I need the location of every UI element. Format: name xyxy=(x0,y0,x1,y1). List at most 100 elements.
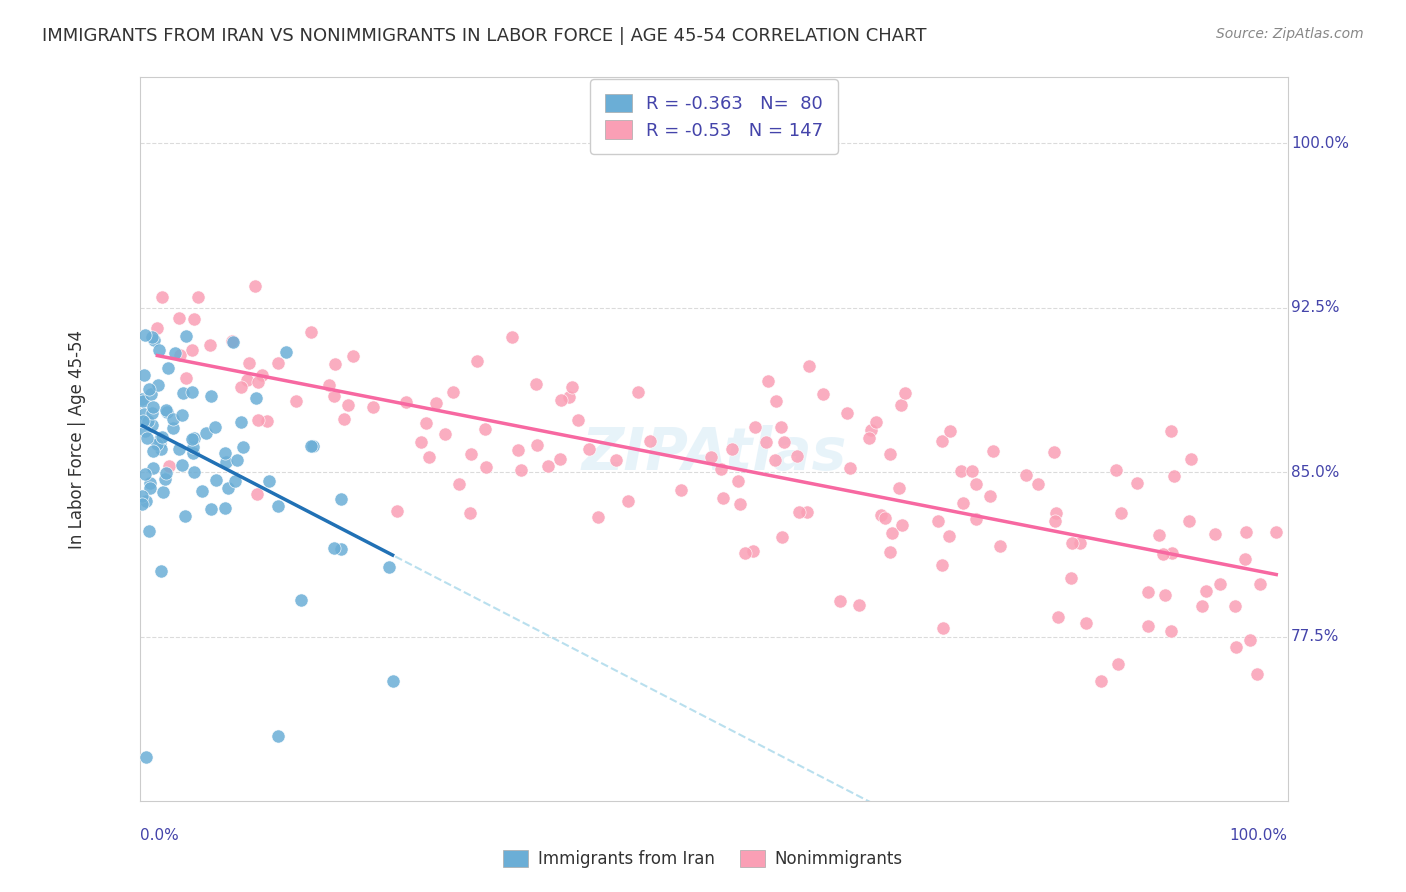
Point xyxy=(148,343,170,357)
Point xyxy=(256,414,278,428)
Point xyxy=(155,403,177,417)
Text: In Labor Force | Age 45-54: In Labor Force | Age 45-54 xyxy=(67,330,86,549)
Point xyxy=(183,431,205,445)
Point xyxy=(848,598,870,612)
Point xyxy=(796,506,818,520)
Point xyxy=(508,443,530,458)
Point xyxy=(501,329,523,343)
Point xyxy=(425,395,447,409)
Point xyxy=(148,378,170,392)
Point xyxy=(811,386,834,401)
Point xyxy=(931,558,953,573)
Point xyxy=(870,508,893,523)
Point xyxy=(882,526,904,541)
Point xyxy=(1069,536,1091,550)
Point xyxy=(169,311,191,326)
Point xyxy=(1074,616,1097,631)
Point xyxy=(132,393,155,408)
Point xyxy=(458,506,481,520)
Point xyxy=(839,460,862,475)
Point xyxy=(337,399,360,413)
Point xyxy=(879,545,901,559)
Point xyxy=(172,385,194,400)
Point xyxy=(1160,624,1182,638)
Point xyxy=(200,502,222,516)
Point xyxy=(1265,524,1288,539)
Point xyxy=(333,411,356,425)
Point xyxy=(139,475,162,490)
Text: Source: ZipAtlas.com: Source: ZipAtlas.com xyxy=(1216,27,1364,41)
Point xyxy=(879,447,901,461)
Point xyxy=(965,477,987,491)
Point xyxy=(640,434,662,449)
Point xyxy=(214,501,236,516)
Point xyxy=(927,514,949,528)
Point xyxy=(150,429,173,443)
Point xyxy=(299,439,322,453)
Point xyxy=(238,356,260,370)
Point xyxy=(131,392,153,406)
Point xyxy=(181,432,204,446)
Point xyxy=(586,510,609,524)
Point xyxy=(134,327,156,342)
Point xyxy=(1160,424,1182,438)
Point xyxy=(200,337,222,351)
Point xyxy=(229,379,252,393)
Point xyxy=(183,465,205,479)
Point xyxy=(1161,546,1184,560)
Point xyxy=(1105,462,1128,476)
Point xyxy=(150,442,173,456)
Point xyxy=(727,474,749,488)
Point xyxy=(141,330,163,344)
Point xyxy=(180,384,202,399)
Point xyxy=(221,334,243,348)
Point xyxy=(1195,583,1218,598)
Point xyxy=(186,290,208,304)
Point xyxy=(215,455,238,469)
Point xyxy=(894,386,917,401)
Point xyxy=(952,496,974,510)
Point xyxy=(155,466,177,480)
Point xyxy=(830,593,852,607)
Legend: Immigrants from Iran, Nonimmigrants: Immigrants from Iran, Nonimmigrants xyxy=(496,843,910,875)
Text: 0.0%: 0.0% xyxy=(141,828,179,843)
Point xyxy=(246,487,269,501)
Point xyxy=(174,328,197,343)
Point xyxy=(142,400,165,414)
Point xyxy=(526,438,548,452)
Point xyxy=(786,450,808,464)
Point xyxy=(797,359,820,373)
Point xyxy=(859,423,882,437)
Point xyxy=(141,417,163,432)
Point xyxy=(157,459,180,474)
Point xyxy=(276,345,298,359)
Point xyxy=(770,529,793,543)
Point xyxy=(524,377,547,392)
Point xyxy=(181,343,204,358)
Point xyxy=(865,415,887,429)
Point xyxy=(988,540,1011,554)
Point xyxy=(247,376,270,390)
Point xyxy=(605,452,627,467)
Point xyxy=(149,564,172,578)
Point xyxy=(172,409,194,423)
Point xyxy=(134,424,156,438)
Point xyxy=(744,420,766,434)
Point xyxy=(627,384,650,399)
Text: 100.0%: 100.0% xyxy=(1291,136,1348,151)
Point xyxy=(157,361,180,376)
Point xyxy=(217,481,239,495)
Point xyxy=(1043,445,1066,459)
Point xyxy=(548,452,571,467)
Point xyxy=(226,453,249,467)
Point xyxy=(1090,673,1112,688)
Point xyxy=(460,448,482,462)
Point xyxy=(267,729,290,743)
Point xyxy=(132,414,155,428)
Point xyxy=(1178,514,1201,528)
Point xyxy=(1060,571,1083,585)
Point xyxy=(617,494,640,508)
Point xyxy=(162,412,184,426)
Point xyxy=(1234,551,1257,566)
Point xyxy=(135,750,157,764)
